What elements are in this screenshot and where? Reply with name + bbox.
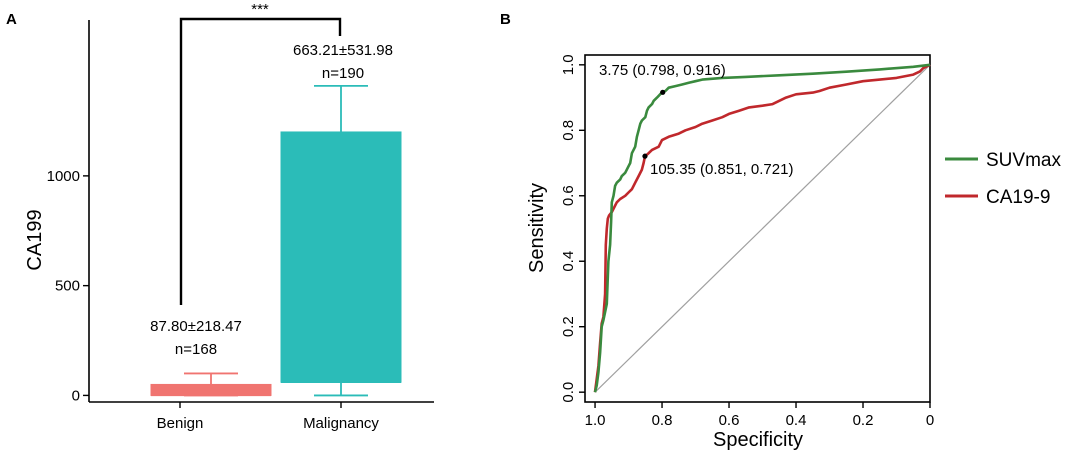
y-tick-label-0: 0 — [72, 387, 80, 404]
cutoff-point-suvmax — [660, 89, 666, 95]
y-tick-label-1000: 1000 — [47, 168, 80, 185]
significance-bracket — [179, 17, 342, 305]
y-axis-title-roc: Sensitivity — [526, 183, 548, 273]
n-label-malignancy: n=190 — [322, 65, 364, 82]
panel-label-a: A — [6, 11, 17, 28]
y-tick-label-0.4: 0.4 — [560, 251, 577, 272]
y-tick-label-0.0: 0.0 — [560, 382, 577, 403]
y-tick-label-0.6: 0.6 — [560, 185, 577, 206]
stat-label-benign: 87.80±218.47 — [150, 318, 242, 335]
x-tick-label-1.0: 1.0 — [585, 412, 606, 429]
y-tick-label-1.0: 1.0 — [560, 54, 577, 75]
y-tick-label-500: 500 — [55, 278, 80, 295]
significance-stars: *** — [251, 1, 269, 18]
annotation-ca19-9-cutoff: 105.35 (0.851, 0.721) — [650, 161, 793, 178]
y-ticks: 0 500 1000 — [47, 168, 89, 404]
panel-b-roc: B 1.0 0.8 0.6 0.4 0.2 0 0.0 0.2 0.4 0.6 — [500, 11, 1061, 451]
panel-a-boxplot: A 0 500 1000 CA199 Benign Malignancy *** — [6, 1, 434, 432]
x-tick-label-0.2: 0.2 — [853, 412, 874, 429]
stat-label-malignancy: 663.21±531.98 — [293, 42, 393, 59]
y-axis-title: CA199 — [24, 209, 46, 270]
legend: SUVmax CA19-9 — [945, 150, 1061, 208]
legend-label-ca19-9: CA19-9 — [986, 187, 1050, 208]
box-malignancy — [280, 84, 402, 397]
reference-diagonal — [594, 64, 931, 393]
box-rect-benign — [150, 383, 272, 396]
x-tick-label-0.6: 0.6 — [719, 412, 740, 429]
x-tick-label-malignancy: Malignancy — [303, 415, 379, 432]
y-tick-label-0.2: 0.2 — [560, 316, 577, 337]
series-line-suvmax — [593, 63, 931, 393]
annotation-suvmax-cutoff: 3.75 (0.798, 0.916) — [599, 62, 726, 79]
legend-label-suvmax: SUVmax — [986, 150, 1061, 171]
n-label-benign: n=168 — [175, 341, 217, 358]
cutoff-point-ca19-9 — [642, 153, 648, 159]
x-axis-title: Specificity — [713, 429, 803, 451]
y-tick-label-0.8: 0.8 — [560, 120, 577, 141]
panel-label-b: B — [500, 11, 511, 28]
x-tick-label-benign: Benign — [157, 415, 204, 432]
roc-axes-ticks: 1.0 0.8 0.6 0.4 0.2 0 0.0 0.2 0.4 0.6 0.… — [560, 54, 934, 429]
x-tick-label-0.8: 0.8 — [652, 412, 673, 429]
x-tick-label-0.4: 0.4 — [786, 412, 807, 429]
series-line-ca19-9 — [593, 63, 931, 393]
x-tick-label-0: 0 — [926, 412, 934, 429]
box-rect-malignancy — [280, 131, 402, 383]
plot-frame — [584, 54, 931, 403]
box-benign — [150, 372, 272, 397]
